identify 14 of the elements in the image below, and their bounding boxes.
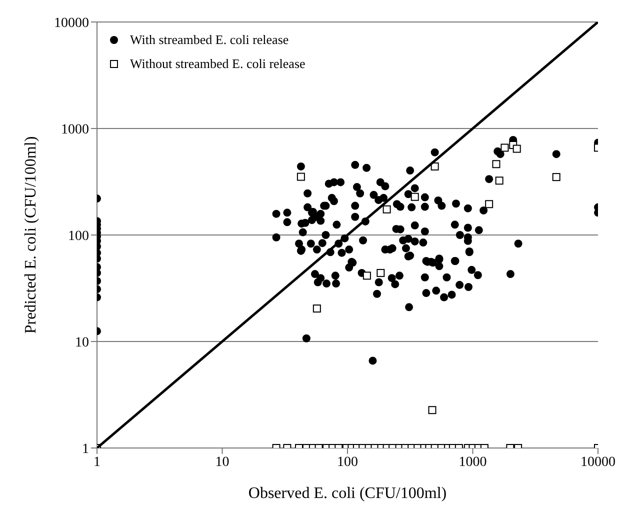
y-tick-label: 10000 — [54, 16, 89, 31]
x-tick-label: 1000 — [458, 454, 487, 470]
y-tick-label: 100 — [68, 228, 89, 244]
x-tick-label: 100 — [337, 454, 358, 470]
x-axis-title: Observed E. coli (CFU/100ml) — [248, 485, 447, 502]
x-tick-label: 10 — [215, 454, 230, 470]
y-tick-label: 1 — [82, 442, 89, 457]
x-tick-label: 10000 — [580, 454, 616, 470]
y-axis-title: Predicted E. coli (CFU/100ml) — [22, 136, 40, 334]
legend-label: Without streambed E. coli release — [130, 56, 306, 72]
y-tick-label: 1000 — [61, 122, 89, 138]
legend-label: With streambed E. coli release — [130, 32, 289, 48]
y-tick-label: 10 — [75, 335, 89, 350]
x-tick-label: 1 — [94, 454, 100, 470]
